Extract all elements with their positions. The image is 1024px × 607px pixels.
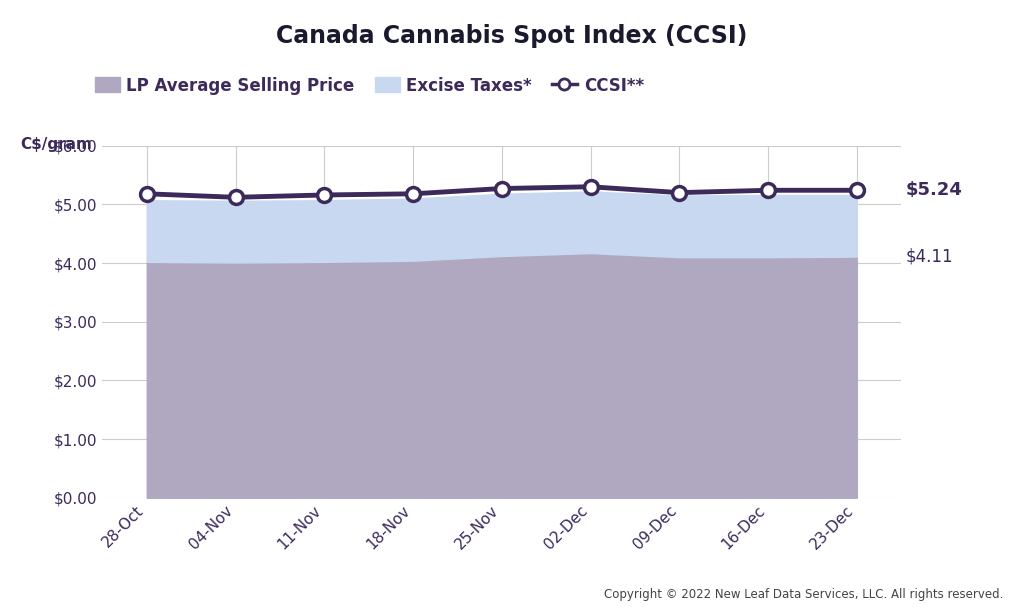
Text: Copyright © 2022 New Leaf Data Services, LLC. All rights reserved.: Copyright © 2022 New Leaf Data Services,… (604, 588, 1004, 601)
Text: $5.24: $5.24 (905, 181, 963, 199)
Text: Canada Cannabis Spot Index (CCSI): Canada Cannabis Spot Index (CCSI) (276, 24, 748, 49)
Text: C$/gram: C$/gram (20, 137, 92, 152)
Legend: LP Average Selling Price, Excise Taxes*, CCSI**: LP Average Selling Price, Excise Taxes*,… (95, 76, 644, 95)
Text: $4.11: $4.11 (905, 248, 953, 266)
